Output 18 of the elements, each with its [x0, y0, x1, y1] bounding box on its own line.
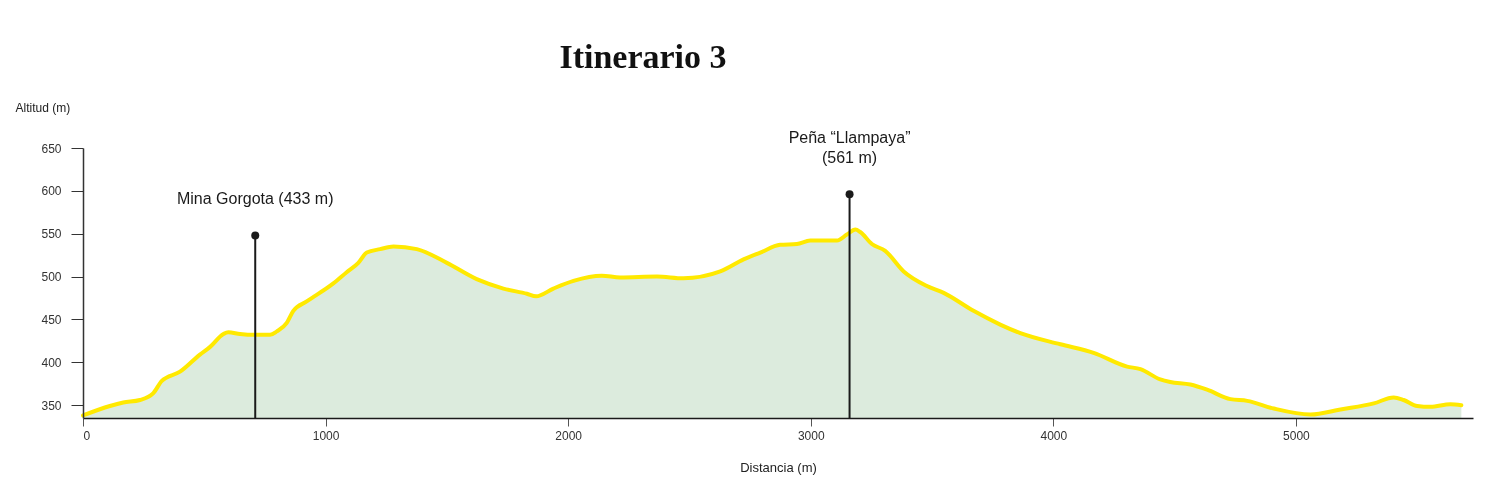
y-axis-title: Altitud (m)	[15, 100, 71, 115]
x-tick-label: 4000	[1040, 428, 1068, 443]
chart-title: Itinerario 3	[559, 38, 727, 75]
y-tick-label: 650	[41, 141, 62, 156]
x-tick-label: 2000	[555, 428, 583, 443]
y-tick-label: 450	[41, 312, 62, 327]
x-axis-title: Distancia (m)	[740, 459, 817, 475]
annotation: Peña “Llampaya” (561 m)	[788, 129, 911, 167]
x-tick-label: 5000	[1283, 428, 1311, 443]
x-tick-label: 0	[83, 428, 91, 443]
y-tick-label: 600	[41, 184, 62, 199]
annotation: Mina Gorgota (433 m)	[176, 190, 334, 208]
x-tick-label: 1000	[312, 428, 340, 443]
y-tick-label: 500	[41, 270, 62, 285]
y-tick-label: 550	[41, 227, 62, 242]
y-tick-label: 350	[41, 398, 62, 413]
x-tick-label: 3000	[797, 428, 825, 443]
y-tick-label: 400	[41, 355, 62, 370]
